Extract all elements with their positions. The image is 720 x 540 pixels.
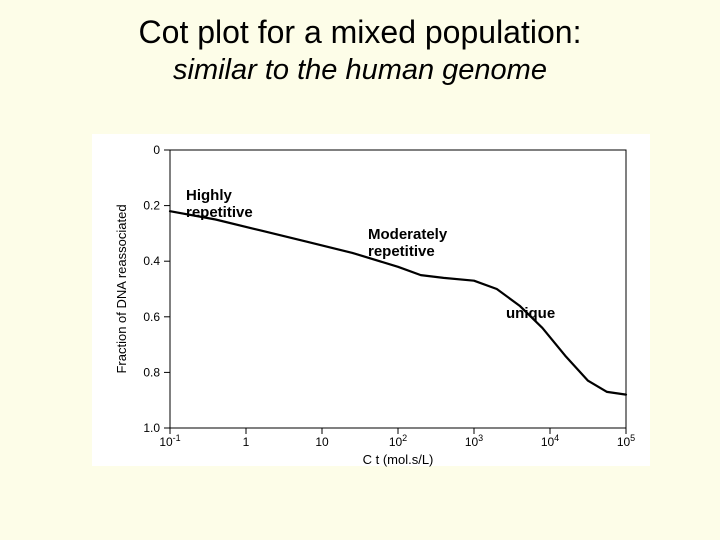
svg-text:0.8: 0.8 [143,365,160,379]
svg-text:0.2: 0.2 [143,199,160,213]
annotation-highly-repetitive: Highly repetitive [186,187,253,222]
svg-text:102: 102 [389,433,407,449]
annotation-text: repetitive [186,204,253,221]
cot-plot-chart: 0 0.2 0.4 0.6 0.8 1.010-1 1 10 102 103 104 105 C t (… [110,90,686,488]
annotation-text: unique [506,305,555,322]
svg-text:105: 105 [617,433,635,449]
svg-text:10-1: 10-1 [159,433,180,449]
annotation-text: repetitive [368,243,435,260]
svg-text:Fraction of DNA reassociated: Fraction of DNA reassociated [114,204,129,373]
annotation-text: Moderately [368,226,447,243]
svg-text:1: 1 [243,435,250,449]
svg-text:0.4: 0.4 [143,254,160,268]
slide-subtitle: similar to the human genome [0,54,720,87]
svg-text:10: 10 [315,435,329,449]
svg-text:0.6: 0.6 [143,310,160,324]
svg-text:104: 104 [541,433,559,449]
annotation-unique: unique [506,305,555,322]
svg-text:1.0: 1.0 [143,421,160,435]
annotation-text: Highly [186,187,232,204]
annotation-moderately-repetitive: Moderately repetitive [368,226,447,261]
svg-text:0: 0 [153,143,160,157]
svg-text:103: 103 [465,433,483,449]
slide-title: Cot plot for a mixed population: [0,14,720,51]
svg-text:C t (mol.s/L): C t (mol.s/L) [363,452,434,467]
slide: Cot plot for a mixed population: similar… [0,0,720,540]
